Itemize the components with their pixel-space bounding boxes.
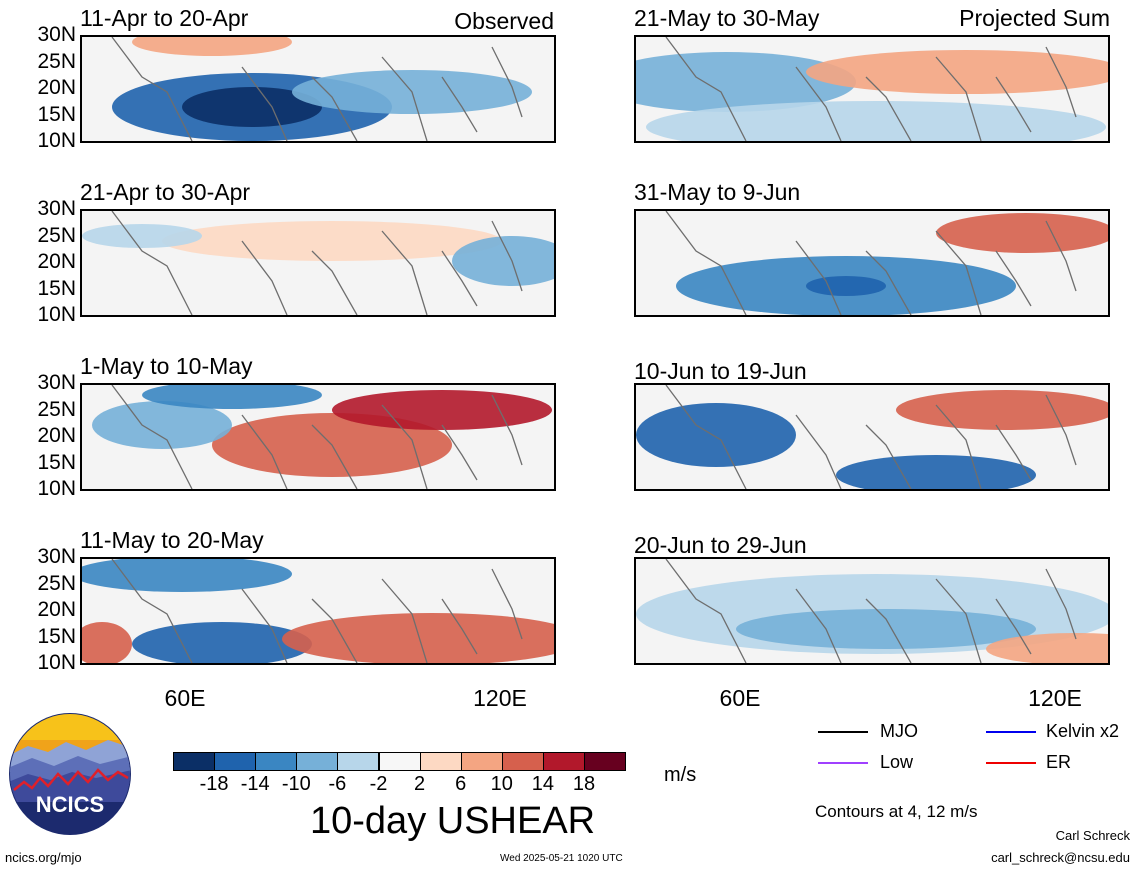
lat-label: 30N bbox=[37, 23, 76, 46]
lat-label: 25N bbox=[37, 223, 76, 247]
map-panel-6 bbox=[634, 383, 1110, 491]
legend-mjo-line bbox=[818, 731, 868, 733]
map-panel-5 bbox=[80, 383, 556, 491]
colorbar-label: 6 bbox=[455, 773, 467, 795]
ncics-logo: NCICS bbox=[8, 712, 132, 836]
lat-label: 10N bbox=[37, 129, 76, 152]
colorbar-label: 14 bbox=[531, 773, 555, 795]
legend-low-label: Low bbox=[880, 752, 914, 772]
colorbar-swatch bbox=[214, 752, 257, 771]
lat-label: 20N bbox=[37, 598, 76, 621]
map-panel-1 bbox=[80, 35, 556, 143]
colorbar-swatch bbox=[460, 752, 503, 771]
legend-er-label: ER bbox=[1046, 752, 1072, 772]
lat-label: 25N bbox=[37, 49, 76, 73]
panel-8-title: 20-Jun to 29-Jun bbox=[634, 532, 807, 558]
lat-label: 20N bbox=[37, 424, 76, 447]
colorbar-swatch bbox=[255, 752, 298, 771]
colorbar-swatch bbox=[173, 752, 216, 771]
legend-kelvin-line bbox=[986, 731, 1036, 733]
lat-label: 25N bbox=[37, 571, 76, 595]
lat-label: 25N bbox=[37, 397, 76, 421]
map-panel-3 bbox=[80, 209, 556, 317]
lat-label: 30N bbox=[37, 545, 76, 568]
map-panel-8 bbox=[634, 557, 1110, 665]
lat-label: 15N bbox=[37, 276, 76, 300]
colorbar-label: -14 bbox=[240, 773, 270, 795]
lon-label-60e-right: 60E bbox=[719, 685, 761, 711]
lat-label: 20N bbox=[37, 76, 76, 99]
map-panel-2 bbox=[634, 35, 1110, 143]
lat-label: 10N bbox=[37, 651, 76, 674]
colorbar-units: m/s bbox=[664, 764, 697, 786]
lat-label: 30N bbox=[37, 197, 76, 220]
panel-1-title: 11-Apr to 20-Apr bbox=[80, 5, 249, 31]
logo-text: NCICS bbox=[36, 792, 104, 817]
footer-author: Carl Schreck bbox=[1055, 828, 1130, 843]
footer-site: ncics.org/mjo bbox=[5, 850, 82, 865]
colorbar-label: -2 bbox=[369, 773, 388, 795]
lon-label-120e-right: 120E bbox=[1028, 685, 1082, 711]
footer-timestamp: Wed 2025-05-21 1020 UTC bbox=[500, 853, 623, 864]
colorbar-swatch bbox=[584, 752, 627, 771]
lat-label: 10N bbox=[37, 303, 76, 326]
map-panel-7 bbox=[80, 557, 556, 665]
footer-email: carl_schreck@ncsu.edu bbox=[991, 850, 1130, 865]
colorbar-label: -6 bbox=[328, 773, 347, 795]
lat-label: 30N bbox=[37, 371, 76, 394]
colorbar-swatch bbox=[501, 752, 544, 771]
lat-label: 15N bbox=[37, 624, 76, 648]
lat-label: 15N bbox=[37, 102, 76, 126]
panel-5-title: 1-May to 10-May bbox=[80, 353, 253, 379]
panel-7-title: 11-May to 20-May bbox=[80, 527, 264, 553]
colorbar-label: 18 bbox=[572, 773, 596, 795]
figure-title: 10-day USHEAR bbox=[310, 800, 596, 842]
legend-mjo-label: MJO bbox=[880, 721, 918, 741]
legend-kelvin-label: Kelvin x2 bbox=[1046, 721, 1120, 741]
colorbar-swatch bbox=[419, 752, 462, 771]
colorbar-label: -18 bbox=[199, 773, 229, 795]
colorbar-label: -10 bbox=[281, 773, 311, 795]
lat-label: 15N bbox=[37, 450, 76, 474]
panel-1-tag: Observed bbox=[454, 8, 554, 34]
panel-2-title: 21-May to 30-May bbox=[634, 5, 820, 31]
panel-3-title: 21-Apr to 30-Apr bbox=[80, 179, 251, 205]
contours-note: Contours at 4, 12 m/s bbox=[815, 802, 978, 821]
legend-er-line bbox=[986, 762, 1036, 764]
lon-label-120e-left: 120E bbox=[473, 685, 527, 711]
panel-6-title: 10-Jun to 19-Jun bbox=[634, 358, 807, 384]
colorbar-swatch bbox=[542, 752, 585, 771]
lat-label: 20N bbox=[37, 250, 76, 273]
legend-low-line bbox=[818, 762, 868, 764]
map-panel-4 bbox=[634, 209, 1110, 317]
colorbar-label: 10 bbox=[490, 773, 513, 795]
colorbar-swatch bbox=[378, 752, 421, 771]
colorbar-label: 2 bbox=[414, 773, 426, 795]
lon-label-60e-left: 60E bbox=[164, 685, 206, 711]
panel-2-tag: Projected Sum bbox=[959, 5, 1110, 31]
colorbar-swatch bbox=[296, 752, 339, 771]
panel-4-title: 31-May to 9-Jun bbox=[634, 179, 801, 205]
colorbar-swatch bbox=[337, 752, 380, 771]
lat-label: 10N bbox=[37, 477, 76, 500]
